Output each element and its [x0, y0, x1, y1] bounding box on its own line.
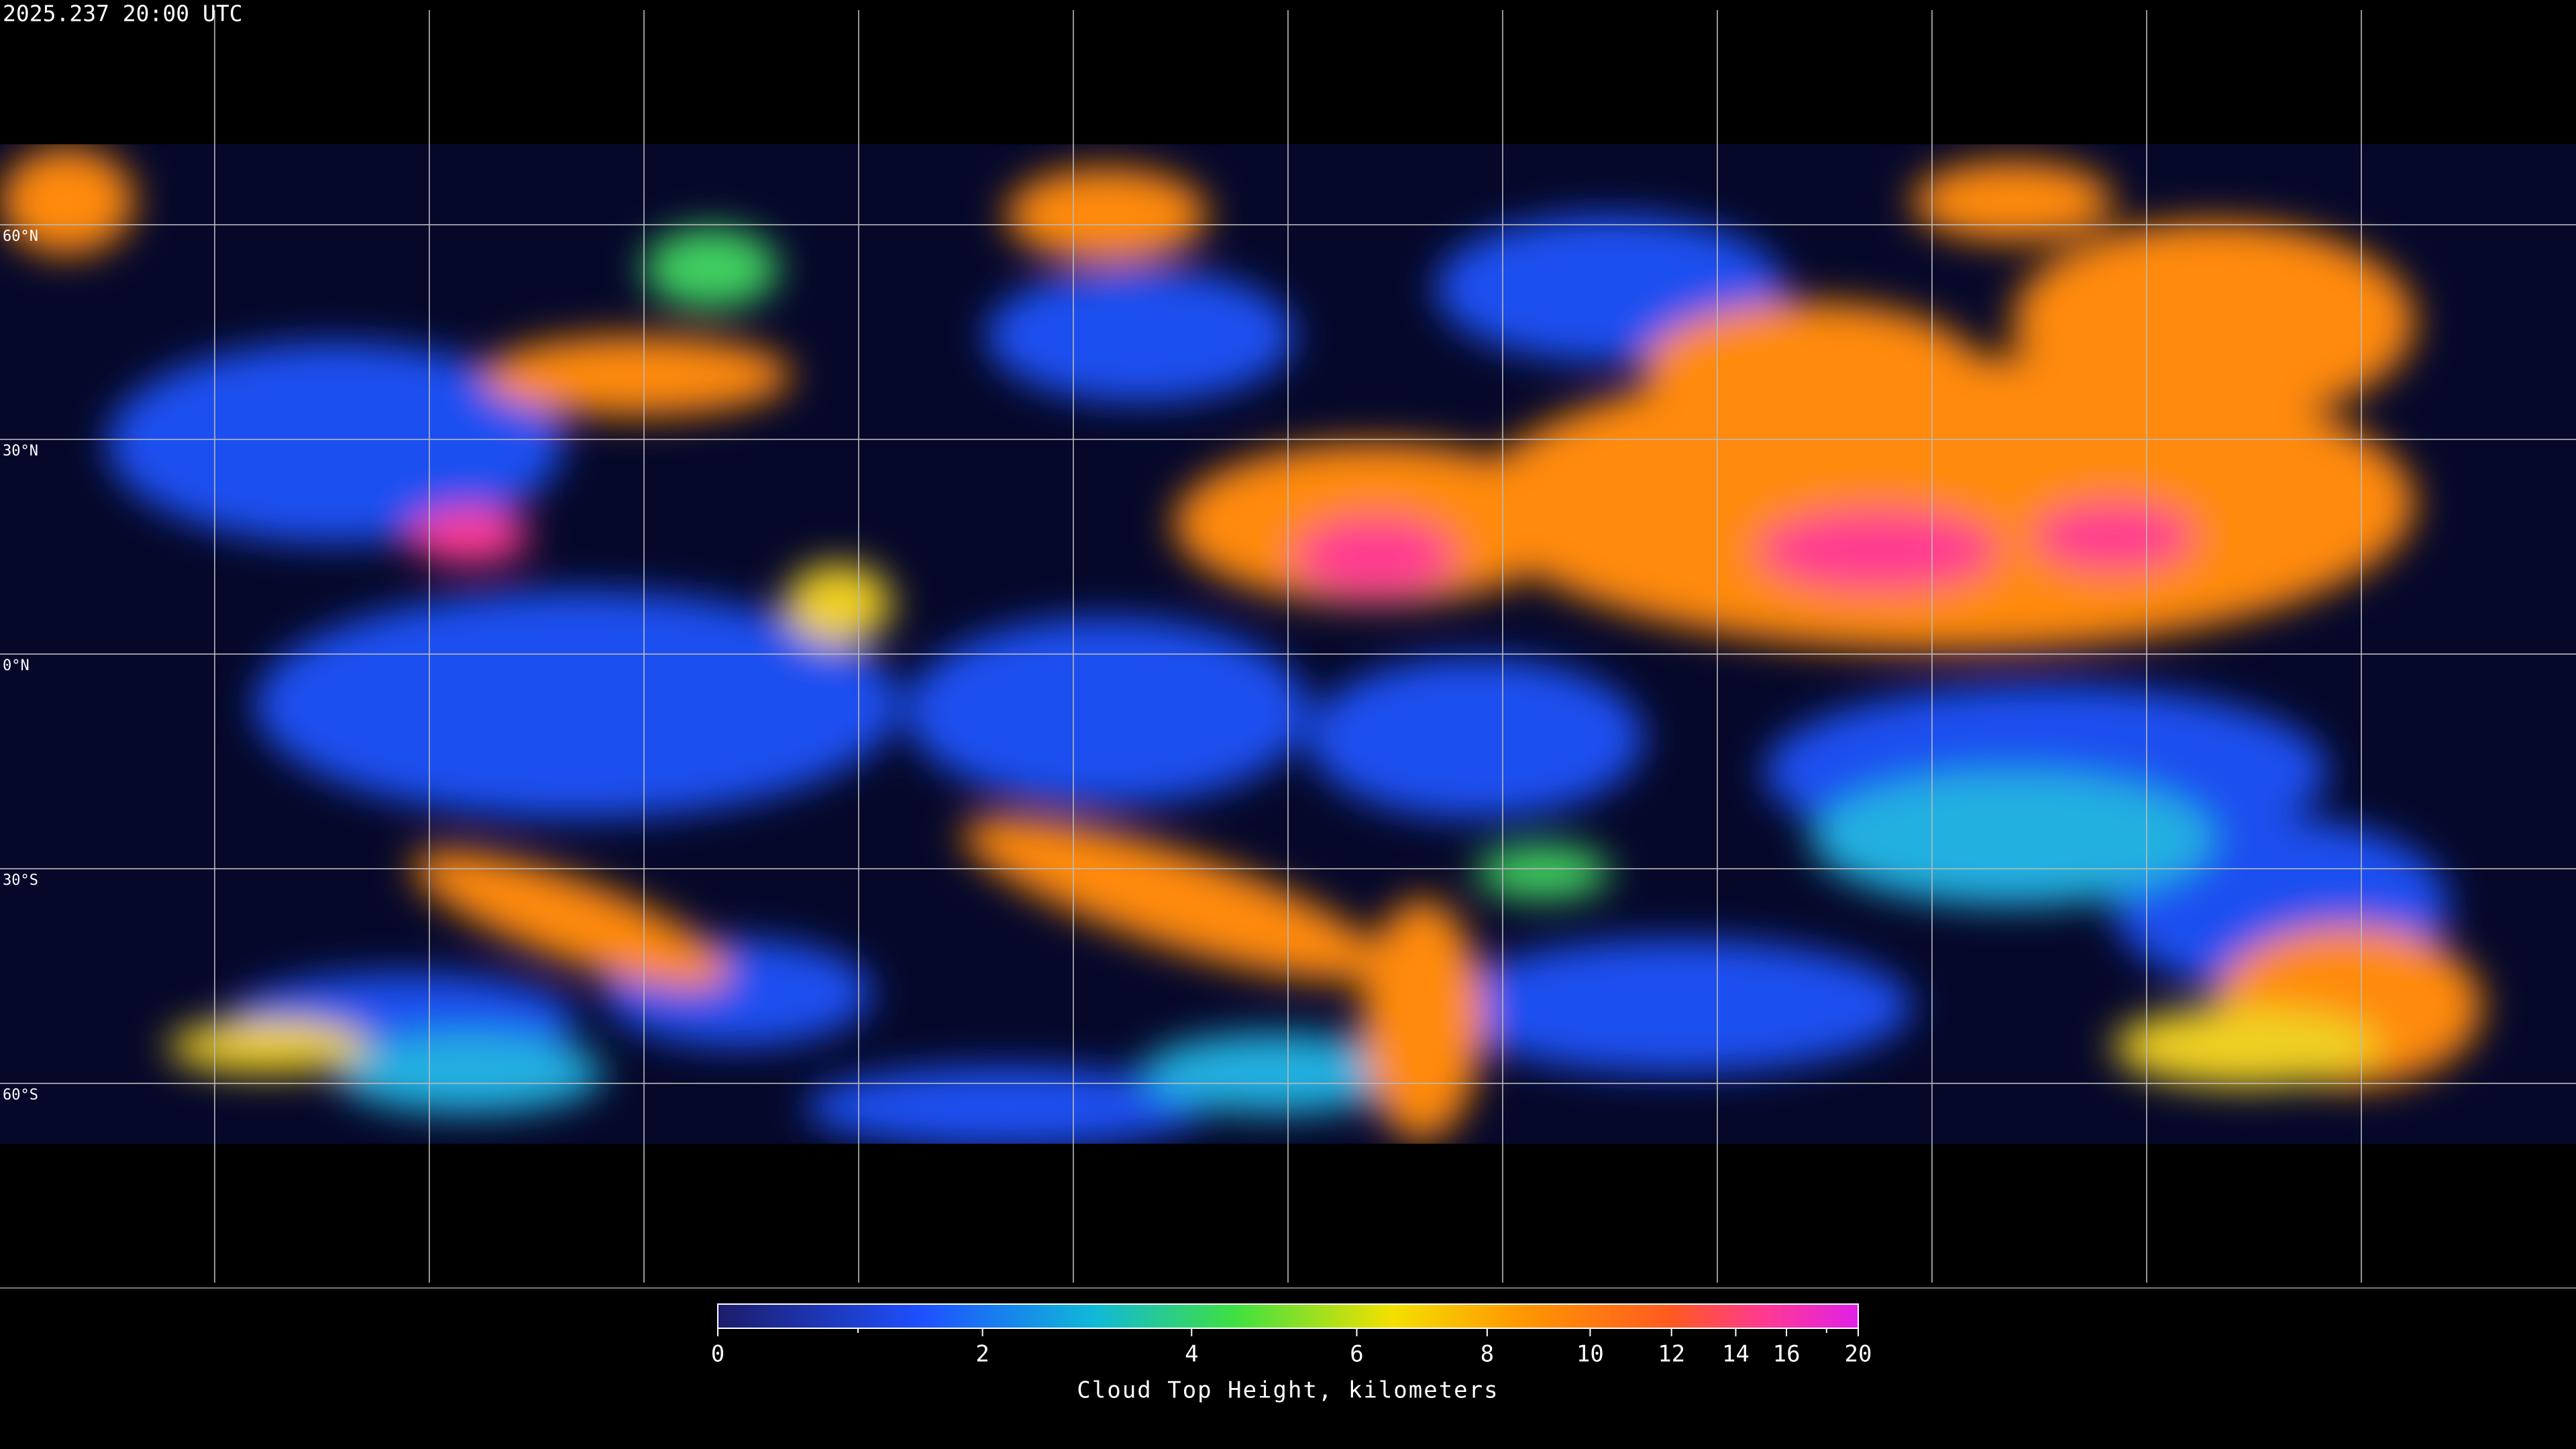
- lat-label: 60°N: [3, 228, 38, 245]
- colorbar-tick-label: 14: [1722, 1341, 1750, 1368]
- cloud-patch: [409, 510, 530, 564]
- cloud-patch: [412, 850, 729, 988]
- cloud-patch: [805, 1067, 1208, 1144]
- colorbar-ramp: [717, 1303, 1859, 1329]
- colorbar-tick-label: 10: [1576, 1341, 1604, 1368]
- cloud-patch: [644, 228, 778, 309]
- cloud-patch: [2033, 503, 2194, 570]
- cloud-patch: [906, 617, 1308, 805]
- cloud-patch: [785, 564, 892, 644]
- lat-label: 60°S: [3, 1087, 38, 1104]
- cloud-patch: [483, 335, 792, 416]
- cloud-patch: [0, 148, 134, 255]
- colorbar: 0 2 4 6 8 10 12 14 16 20: [711, 1303, 1872, 1368]
- colorbar-tick-label: 20: [1845, 1341, 1872, 1368]
- cloud-patch: [1758, 510, 1999, 590]
- colorbar-tick-label: 12: [1658, 1341, 1685, 1368]
- colorbar-tick-label: 4: [1185, 1341, 1198, 1368]
- cloud-patch: [2012, 221, 2415, 423]
- cloud-patch: [255, 590, 899, 818]
- cloud-field: [0, 148, 2482, 1144]
- cloud-patch: [1362, 899, 1483, 1140]
- colorbar-tick-label: 16: [1773, 1341, 1801, 1368]
- cloud-patch: [1140, 1033, 1409, 1114]
- cloud-patch: [168, 1020, 369, 1073]
- cloud-patch: [963, 817, 1385, 981]
- colorbar-tick-label: 0: [711, 1341, 724, 1368]
- graticule: 60°N 30°N 0°N 30°S 60°S: [0, 10, 2576, 1283]
- cloud-patch: [1442, 939, 1912, 1073]
- cloud-patch: [1912, 161, 2113, 241]
- timestamp: 2025.237 20:00 UTC: [3, 1, 243, 27]
- cloud-patch: [1644, 302, 1979, 436]
- cloud-patch: [1476, 845, 1610, 899]
- cloud-patch: [1295, 517, 1456, 597]
- lat-label: 30°S: [3, 872, 38, 889]
- cloud-patch: [335, 1033, 604, 1114]
- colorbar-tick-label: 6: [1350, 1341, 1363, 1368]
- colorbar-tick-label: 8: [1481, 1341, 1494, 1368]
- colorbar-title: Cloud Top Height, kilometers: [1077, 1377, 1499, 1404]
- cloud-patch: [1006, 168, 1208, 262]
- cloud-patch: [1476, 356, 2415, 651]
- cloud-patch: [107, 342, 564, 543]
- cloud-patch: [1308, 657, 1644, 818]
- cloud-patch: [986, 268, 1295, 402]
- cloud-patch: [2113, 1006, 2381, 1087]
- colorbar-tick-label: 2: [975, 1341, 989, 1368]
- lat-label: 30°N: [3, 443, 38, 460]
- lat-label: 0°N: [3, 657, 30, 674]
- cloud-patch: [1811, 771, 2214, 906]
